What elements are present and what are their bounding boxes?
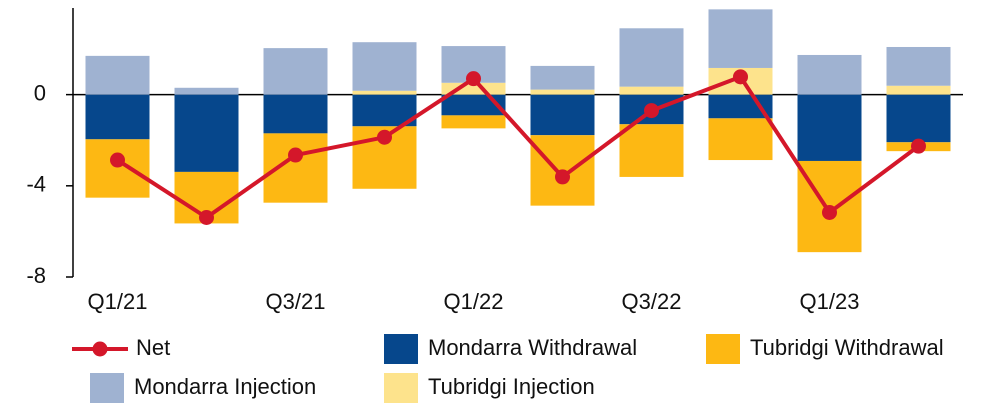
bar-segment xyxy=(85,55,150,95)
bar-segment xyxy=(85,94,150,140)
net-marker xyxy=(822,204,837,220)
bar-segment xyxy=(619,124,684,177)
bar-segment xyxy=(886,94,951,143)
x-tick-label: Q3/22 xyxy=(622,289,682,314)
bar-segment xyxy=(352,42,417,91)
bar-segment xyxy=(441,115,506,129)
net-marker xyxy=(199,210,214,226)
bar-segment xyxy=(530,65,595,90)
bar-segment xyxy=(708,118,773,161)
legend-swatch xyxy=(384,373,418,403)
bar-segment xyxy=(174,87,239,95)
net-marker xyxy=(110,152,125,168)
bar-segment xyxy=(708,9,773,68)
x-tick-label: Q1/22 xyxy=(444,289,504,314)
bar-segment xyxy=(530,89,595,95)
legend-label: Tubridgi Withdrawal xyxy=(750,335,944,360)
bar-segment xyxy=(797,94,862,161)
net-marker xyxy=(377,129,392,145)
legend-label: Mondarra Injection xyxy=(134,374,316,399)
legend-label: Tubridgi Injection xyxy=(428,374,595,399)
bar-segment xyxy=(441,94,506,116)
bar-segment xyxy=(619,86,684,95)
x-tick-label: Q3/21 xyxy=(266,289,326,314)
y-tick-label: -8 xyxy=(26,263,46,288)
net-marker xyxy=(911,138,926,154)
x-tick-label: Q1/21 xyxy=(88,289,148,314)
x-tick-label: Q1/23 xyxy=(800,289,860,314)
bar-segment xyxy=(797,54,862,95)
bar-segment xyxy=(708,94,773,119)
net-marker xyxy=(288,147,303,163)
bar-segment xyxy=(263,48,328,95)
bar-segment xyxy=(886,85,951,95)
bar-segment xyxy=(85,139,150,198)
legend-label: Net xyxy=(136,335,170,360)
bar-segment xyxy=(263,94,328,134)
bar-segment xyxy=(886,46,951,86)
bar-segment xyxy=(174,94,239,172)
bar-segment xyxy=(441,82,506,95)
bar-segment xyxy=(263,133,328,203)
legend-swatch xyxy=(384,334,418,364)
net-marker xyxy=(555,169,570,185)
bar-segment xyxy=(619,28,684,87)
net-marker xyxy=(644,103,659,119)
y-tick-label: 0 xyxy=(34,80,46,105)
bar-segment xyxy=(530,94,595,136)
legend-marker xyxy=(92,341,108,357)
legend-label: Mondarra Withdrawal xyxy=(428,335,637,360)
net-marker xyxy=(466,71,481,87)
net-marker xyxy=(733,69,748,85)
net-line xyxy=(116,74,920,220)
bar-segment xyxy=(352,90,417,95)
legend-swatch xyxy=(90,373,124,403)
y-tick-label: -4 xyxy=(26,172,46,197)
legend-swatch xyxy=(706,334,740,364)
